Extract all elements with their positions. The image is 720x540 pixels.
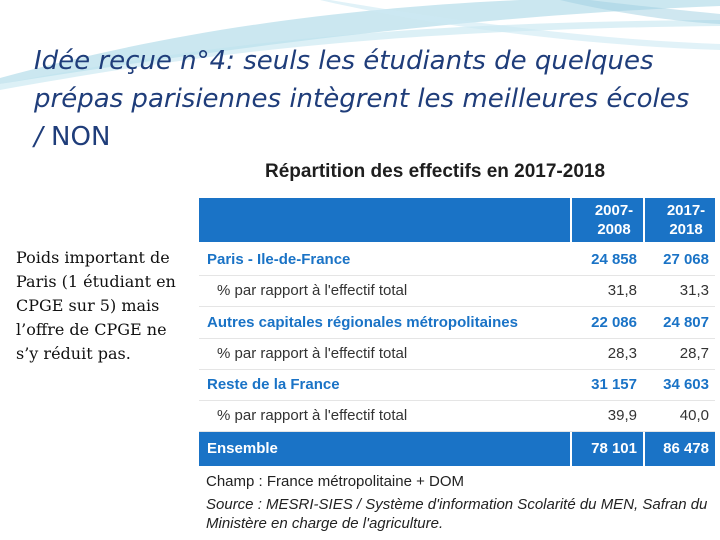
value-2007-2008: 31 157 xyxy=(591,376,637,393)
column-separator xyxy=(643,432,645,466)
value-2017-2018: 27 068 xyxy=(663,251,709,268)
slide-title: Idée reçue n°4: seuls les étudiants de q… xyxy=(34,42,704,156)
column-header-2017-2018: 2017- 2018 xyxy=(666,202,706,238)
table-row: Paris - Ile-de-France 24 858 27 068 xyxy=(199,244,715,276)
column-separator xyxy=(643,198,645,242)
slide-title-text: Idée reçue n°4: seuls les étudiants de q… xyxy=(34,46,690,152)
column-separator xyxy=(570,198,572,242)
table-row: % par rapport à l'effectif total 28,3 28… xyxy=(199,338,715,370)
value-2017-2018: 24 807 xyxy=(663,314,709,331)
value-2017-2018: 34 603 xyxy=(663,376,709,393)
table-row: Autres capitales régionales métropolitai… xyxy=(199,307,715,339)
table-row: % par rapport à l'effectif total 31,8 31… xyxy=(199,275,715,307)
value-2007-2008: 31,8 xyxy=(607,282,637,299)
value-2007-2008: 28,3 xyxy=(607,345,637,362)
total-label: Ensemble xyxy=(207,440,278,457)
value-2017-2018: 31,3 xyxy=(679,282,709,299)
row-label: % par rapport à l'effectif total xyxy=(217,282,408,299)
slide-title-answer: NON xyxy=(51,122,111,152)
value-2017-2018: 28,7 xyxy=(679,345,709,362)
column-separator xyxy=(570,432,572,466)
row-label: Reste de la France xyxy=(207,376,340,393)
value-2017-2018: 40,0 xyxy=(679,407,709,424)
column-header-2007-2008: 2007- 2008 xyxy=(594,202,634,238)
decorative-swoosh xyxy=(0,0,720,90)
total-2007-2008: 78 101 xyxy=(591,440,637,457)
table-source-note: Source : MESRI-SIES / Système d'informat… xyxy=(206,496,708,532)
table-row: % par rapport à l'effectif total 39,9 40… xyxy=(199,400,715,432)
row-label: Paris - Ile-de-France xyxy=(207,251,351,268)
value-2007-2008: 24 858 xyxy=(591,251,637,268)
body-text: Poids important de Paris (1 étudiant en … xyxy=(16,248,176,363)
effectifs-table: Répartition des effectifs en 2017-2018 2… xyxy=(193,155,717,540)
table-header: 2007- 2008 2017- 2018 xyxy=(199,198,715,242)
value-2007-2008: 22 086 xyxy=(591,314,637,331)
row-label: Autres capitales régionales métropolitai… xyxy=(207,314,518,331)
table-title: Répartition des effectifs en 2017-2018 xyxy=(265,161,606,182)
total-2017-2018: 86 478 xyxy=(663,440,709,457)
value-2007-2008: 39,9 xyxy=(607,407,637,424)
row-label: % par rapport à l'effectif total xyxy=(217,345,408,362)
row-label: % par rapport à l'effectif total xyxy=(217,407,408,424)
table-row: Reste de la France 31 157 34 603 xyxy=(199,369,715,401)
table-scope-note: Champ : France métropolitaine + DOM xyxy=(206,473,465,490)
table-total-row: Ensemble 78 101 86 478 xyxy=(199,432,715,466)
